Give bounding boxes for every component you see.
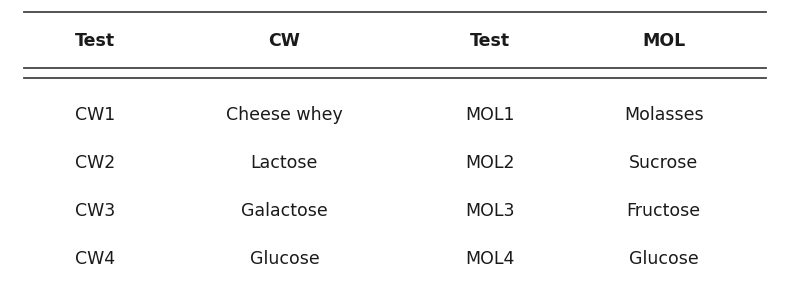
Text: Sucrose: Sucrose bbox=[629, 154, 698, 172]
Text: Cheese whey: Cheese whey bbox=[226, 106, 343, 124]
Text: Test: Test bbox=[75, 32, 115, 50]
Text: Lactose: Lactose bbox=[250, 154, 318, 172]
Text: Glucose: Glucose bbox=[629, 250, 698, 268]
Text: MOL: MOL bbox=[642, 32, 685, 50]
Text: Fructose: Fructose bbox=[626, 202, 701, 220]
Text: Galactose: Galactose bbox=[241, 202, 328, 220]
Text: Test: Test bbox=[470, 32, 510, 50]
Text: MOL2: MOL2 bbox=[465, 154, 514, 172]
Text: Molasses: Molasses bbox=[624, 106, 703, 124]
Text: MOL1: MOL1 bbox=[465, 106, 514, 124]
Text: CW2: CW2 bbox=[75, 154, 115, 172]
Text: MOL3: MOL3 bbox=[465, 202, 514, 220]
Text: CW1: CW1 bbox=[75, 106, 115, 124]
Text: MOL4: MOL4 bbox=[465, 250, 514, 268]
Text: CW3: CW3 bbox=[75, 202, 115, 220]
Text: Glucose: Glucose bbox=[250, 250, 319, 268]
Text: CW: CW bbox=[269, 32, 300, 50]
Text: CW4: CW4 bbox=[75, 250, 115, 268]
